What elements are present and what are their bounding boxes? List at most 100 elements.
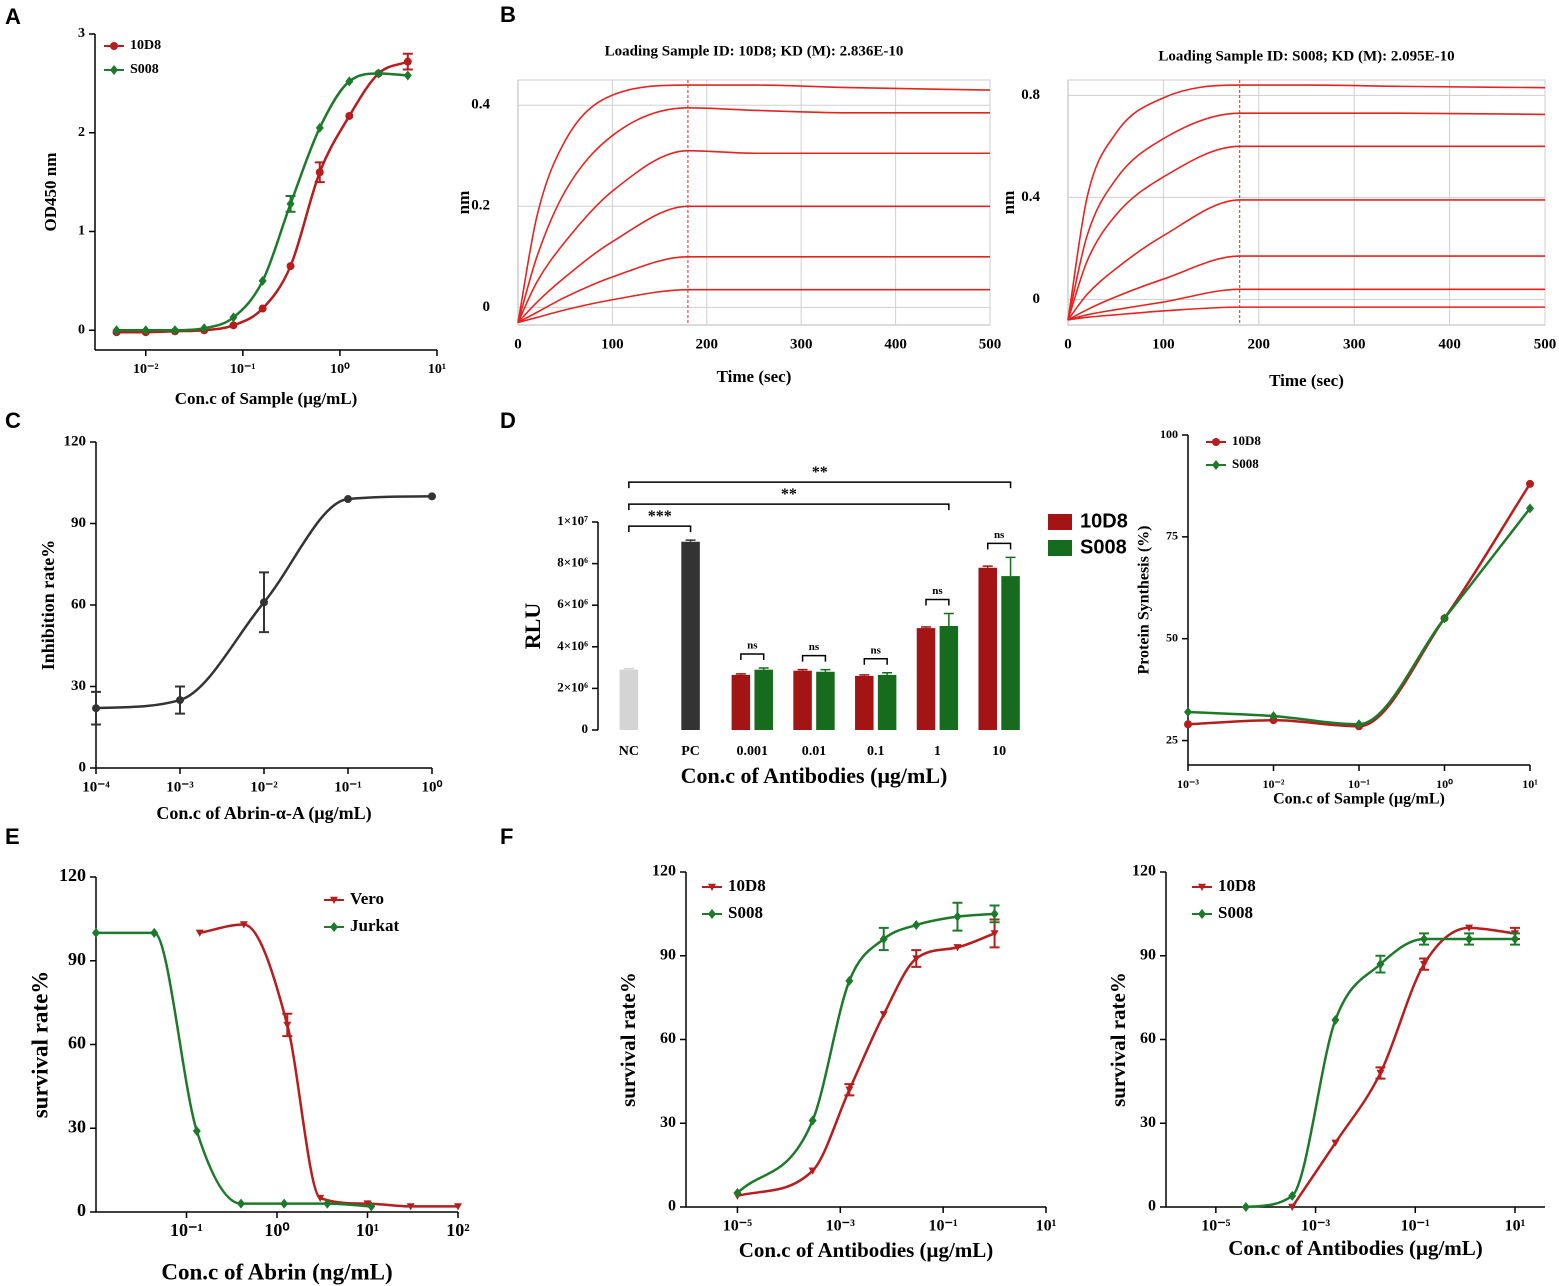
error-bar <box>820 668 831 672</box>
y-axis-label: survival rate% <box>27 971 52 1119</box>
x-tick-label: 10⁻² <box>1263 777 1285 791</box>
data-point <box>1269 711 1278 722</box>
y-axis-label: Inhibition rate% <box>38 540 58 671</box>
series-line <box>1067 255 1545 321</box>
data-point <box>170 325 179 336</box>
data-point <box>229 312 238 323</box>
data-point <box>1184 707 1192 718</box>
data-point <box>323 1198 332 1209</box>
y-tick-label: 8×10⁶ <box>557 555 588 570</box>
y-tick-label: 60 <box>660 1030 676 1047</box>
data-point <box>1440 613 1449 624</box>
legend-marker <box>708 883 716 891</box>
data-point <box>1510 934 1519 944</box>
significance-label: ** <box>812 464 828 481</box>
data-point <box>345 111 354 120</box>
x-tick-label: 10⁻⁵ <box>723 1218 752 1235</box>
y-tick-label: 0 <box>668 1198 676 1215</box>
x-tick-label: 400 <box>1438 336 1461 352</box>
error-bar <box>797 668 808 671</box>
x-tick-label: 0.001 <box>737 744 769 759</box>
significance-bracket <box>925 598 950 606</box>
y-tick-label: 3 <box>78 26 85 41</box>
legend-label: S008 <box>1232 456 1259 471</box>
data-point <box>990 908 999 919</box>
data-point <box>879 1011 888 1019</box>
legend-label: S008 <box>130 62 159 77</box>
x-tick-label: 10⁻⁴ <box>82 779 110 795</box>
y-axis-label: survival rate% <box>616 972 640 1107</box>
data-point <box>1465 924 1474 932</box>
x-tick-label: 300 <box>790 336 813 352</box>
series-line <box>1067 145 1545 321</box>
data-point <box>1288 1190 1297 1201</box>
x-tick-label: 1 <box>934 744 941 759</box>
significance-bracket <box>740 653 765 661</box>
y-tick-label: 100 <box>1160 427 1178 441</box>
data-point <box>200 323 209 334</box>
legend-marker <box>1198 883 1206 891</box>
panel-letter: D <box>500 408 516 433</box>
panel-letter: E <box>5 824 20 849</box>
x-tick-label: 10⁰ <box>1436 777 1453 791</box>
error-bar <box>859 674 870 676</box>
y-tick-label: 90 <box>71 515 86 531</box>
y-tick-label: 30 <box>71 678 86 694</box>
significance-bracket <box>801 654 827 662</box>
legend-marker <box>1212 460 1220 470</box>
error-bar <box>943 612 954 626</box>
legend-label: 10D8 <box>1080 510 1128 532</box>
x-tick-label: 10¹ <box>428 362 446 377</box>
data-point <box>92 704 100 713</box>
y-tick-label: 90 <box>660 946 676 963</box>
y-tick-label: 120 <box>59 865 86 885</box>
bar <box>681 541 700 730</box>
bar <box>916 628 936 730</box>
data-point <box>428 492 436 501</box>
y-tick-label: 6×10⁶ <box>557 596 588 611</box>
y-tick-label: 50 <box>1166 630 1178 644</box>
data-point <box>1526 479 1534 488</box>
legend-label: Jurkat <box>350 916 399 935</box>
series-line <box>517 205 990 324</box>
y-tick-label: 90 <box>1140 946 1156 963</box>
data-point <box>845 975 854 986</box>
x-tick-label: 500 <box>979 336 1002 352</box>
data-point <box>236 1198 245 1209</box>
data-point <box>1420 960 1429 969</box>
significance-bracket <box>863 658 888 665</box>
x-tick-label: 10⁻³ <box>826 1218 855 1235</box>
y-tick-label: 0 <box>77 1200 86 1220</box>
data-point <box>176 696 184 705</box>
legend-label: 10D8 <box>130 38 161 53</box>
bar <box>731 674 751 730</box>
legend-label: 10D8 <box>1218 876 1256 895</box>
data-point <box>141 325 150 336</box>
bar <box>754 669 773 730</box>
y-tick-label: 0.4 <box>1021 189 1040 205</box>
plot-frame <box>517 79 991 326</box>
x-tick-label: 10¹ <box>1505 1218 1526 1235</box>
series-line <box>1067 288 1545 321</box>
bar <box>939 626 959 730</box>
data-point <box>344 495 352 504</box>
x-tick-label: 300 <box>1343 336 1366 352</box>
data-point <box>1420 934 1429 944</box>
y-tick-label: 120 <box>64 433 87 449</box>
y-tick-label: 0.8 <box>1021 87 1040 103</box>
error-bar <box>982 565 993 568</box>
y-tick-label: 4×10⁶ <box>557 638 588 653</box>
series-line <box>737 932 996 1198</box>
series-line <box>517 288 990 324</box>
y-axis-label: OD450 nm <box>41 153 60 232</box>
y-tick-label: 0.4 <box>471 97 490 113</box>
x-tick-label: 10⁻¹ <box>929 1218 958 1235</box>
y-axis-label: nm <box>999 191 1018 215</box>
data-point <box>912 920 921 931</box>
legend-marker <box>330 896 338 904</box>
data-point <box>454 1203 462 1211</box>
significance-label: ns <box>809 641 820 653</box>
data-point <box>879 934 888 944</box>
y-tick-label: 0 <box>1148 1198 1156 1215</box>
panel-letter: C <box>5 408 21 433</box>
